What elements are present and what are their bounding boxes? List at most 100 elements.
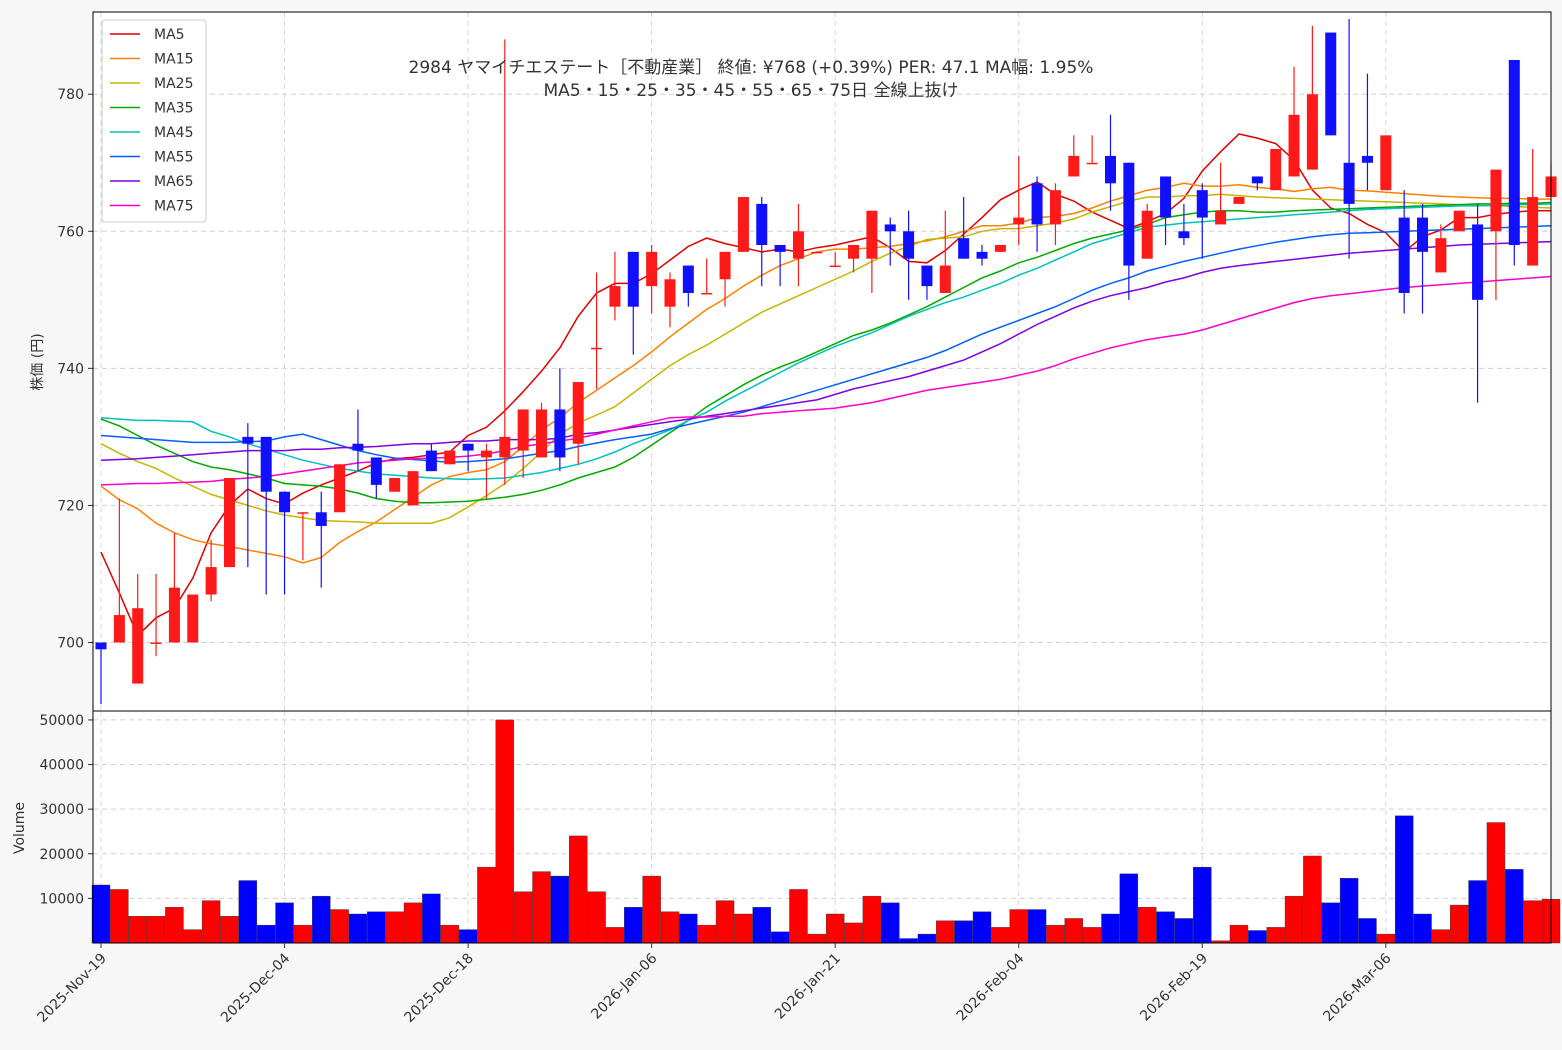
candle-body	[737, 197, 749, 252]
volume-bar	[1119, 873, 1139, 944]
volume-bar	[917, 933, 937, 944]
candle-body	[774, 245, 786, 252]
legend-label: MA15	[154, 52, 193, 68]
ma-line-ma55	[100, 225, 1552, 463]
candle-body	[444, 450, 456, 465]
candle-body	[1178, 231, 1190, 239]
price-axis-label: 株価 (円)	[30, 333, 46, 390]
volume-bar	[367, 911, 386, 944]
volume-axis-label: Volume	[12, 802, 28, 854]
volume-bar	[1321, 902, 1340, 944]
candle-body	[848, 245, 860, 259]
candle-body	[921, 265, 933, 287]
volume-bar	[1339, 878, 1359, 944]
volume-bar	[1046, 924, 1065, 944]
volume-bar	[422, 893, 441, 944]
volume-bar	[1027, 909, 1047, 944]
volume-bar	[587, 891, 606, 944]
volume-bar	[1358, 918, 1377, 944]
candle-body	[1215, 210, 1227, 225]
volume-bar	[1376, 933, 1396, 944]
candle-body	[205, 567, 217, 595]
volume-bar	[770, 931, 790, 944]
volume-tick-label: 40000	[39, 758, 84, 774]
candle-body	[499, 436, 511, 458]
volume-bar	[1450, 904, 1469, 944]
ma-line-ma65	[100, 240, 1552, 461]
volume-bar	[1486, 822, 1506, 944]
volume-bar	[1101, 913, 1120, 944]
candle-body	[352, 443, 364, 451]
candle-body	[1398, 217, 1410, 293]
volume-bar	[201, 900, 221, 944]
volume-bar	[110, 889, 129, 944]
candle-body	[1013, 217, 1025, 225]
volume-bar	[1229, 924, 1249, 944]
candle-body	[1288, 114, 1300, 177]
volume-bar	[256, 924, 276, 944]
legend-label: MA45	[154, 125, 193, 141]
volume-bar	[1138, 907, 1157, 944]
candle-body	[1472, 224, 1484, 300]
candle-body	[1306, 94, 1318, 170]
candle-body	[591, 347, 603, 350]
volume-bar	[660, 911, 680, 944]
candle-body	[682, 265, 694, 293]
volume-bar	[991, 927, 1010, 944]
volume-bar	[312, 895, 331, 944]
candle-body	[664, 279, 676, 307]
candle-body	[903, 231, 915, 259]
candle-body	[370, 457, 382, 485]
volume-bar	[330, 909, 349, 944]
volume-bar	[734, 913, 753, 944]
candle-body	[223, 478, 235, 568]
volume-bar	[513, 891, 533, 944]
candle-body	[462, 443, 474, 451]
candle-body	[1417, 217, 1429, 252]
volume-panel: 10000 20000 30000 40000 50000	[39, 710, 1561, 944]
price-tick-label: 760	[57, 224, 84, 240]
volume-bar	[679, 913, 698, 944]
candle-body	[1141, 210, 1153, 259]
candle-body	[719, 251, 731, 280]
volume-bar	[1009, 909, 1028, 944]
volume-bar	[1431, 929, 1451, 944]
volume-bar	[275, 902, 294, 944]
price-tick-label: 720	[57, 498, 84, 514]
volume-plot-frame	[92, 710, 1552, 944]
volume-bar	[293, 924, 313, 944]
volume-bar	[1156, 911, 1175, 944]
volume-bar	[165, 907, 184, 944]
volume-bar	[605, 927, 625, 944]
volume-bar	[752, 907, 771, 944]
price-tick-label: 780	[57, 87, 84, 103]
candle-body	[1361, 155, 1373, 163]
volume-bar	[91, 884, 111, 944]
candle-body	[866, 210, 878, 259]
legend-label: MA25	[154, 76, 193, 92]
price-tick-label: 740	[57, 361, 84, 377]
price-tick-label: 700	[57, 635, 84, 651]
candle-body	[536, 409, 548, 458]
volume-bar	[440, 924, 459, 944]
volume-bar	[936, 920, 955, 944]
candle-body	[132, 608, 144, 684]
volume-bar	[954, 920, 973, 944]
volume-bar	[844, 922, 863, 944]
volume-bar	[825, 913, 845, 944]
candle-body	[480, 450, 492, 458]
candle-body	[334, 464, 346, 513]
candle-body	[242, 436, 254, 444]
volume-bar	[1394, 815, 1414, 944]
legend: MA5 MA15 MA25 MA35 MA45 MA55 MA65 MA75	[101, 19, 207, 223]
volume-bar	[146, 916, 166, 944]
candle-body	[1160, 176, 1172, 218]
volume-bar	[1523, 900, 1542, 944]
volume-bar	[348, 913, 368, 944]
volume-bar	[385, 911, 404, 944]
volume-bar	[458, 929, 478, 944]
candle-body	[425, 450, 437, 472]
candle-body	[976, 251, 988, 259]
candle-body	[792, 231, 804, 259]
volume-bar	[715, 900, 735, 944]
